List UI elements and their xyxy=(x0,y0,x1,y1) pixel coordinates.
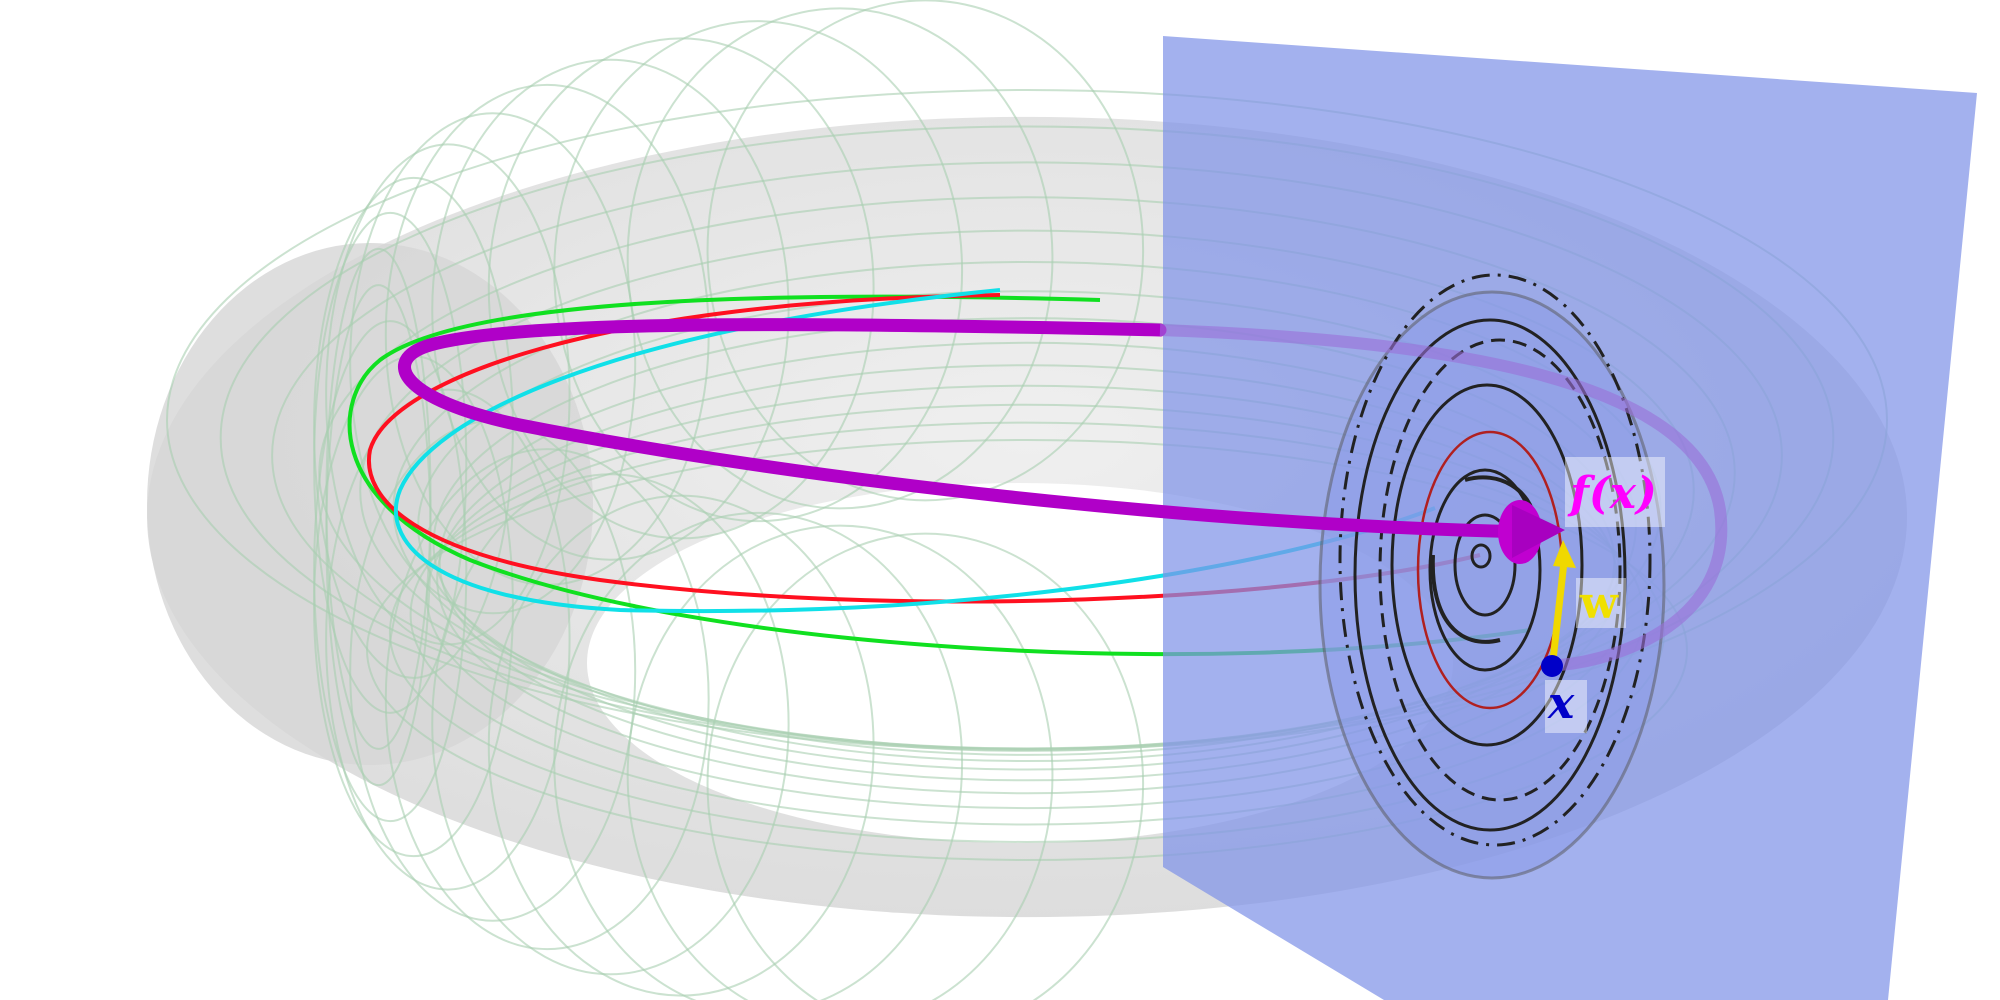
torus-meridian-line xyxy=(553,20,964,523)
torus-meridian-line xyxy=(384,448,710,951)
spiral-center xyxy=(1470,543,1492,569)
curve-green xyxy=(347,294,1531,657)
section-disc xyxy=(1318,290,1666,880)
vector-label-bg xyxy=(1576,578,1626,628)
torus-meridian-line xyxy=(431,473,790,976)
spiral-ring-2 xyxy=(1390,383,1584,747)
point-label-bg xyxy=(1545,680,1587,733)
poincare-section xyxy=(1318,273,1666,880)
orbit-arrowhead xyxy=(1512,505,1565,558)
point-x-marker xyxy=(1541,655,1563,677)
image-point-label-bg xyxy=(1565,457,1665,527)
torus-meridian-line xyxy=(626,524,1054,1000)
torus-meridian-line xyxy=(626,7,1054,510)
orbit-trajectory xyxy=(398,318,1537,539)
torus-meridian-line xyxy=(325,143,571,646)
dashed-orbit-outer xyxy=(1338,273,1652,847)
vector-w-shaft xyxy=(1549,561,1568,661)
torus-meridian-line xyxy=(706,0,1145,502)
torus-meridian-line xyxy=(431,58,790,561)
torus-meridian-line xyxy=(325,247,432,750)
vector-label: w xyxy=(1579,578,1619,629)
torus-meridian-line xyxy=(325,388,571,891)
spiral-ring-1 xyxy=(1353,318,1627,832)
spiral-ring-4 xyxy=(1453,513,1517,617)
orbit-trajectory-behind-plane xyxy=(1159,324,1728,671)
dashed-orbit-mid xyxy=(1378,338,1622,802)
torus-meridian-line xyxy=(487,37,875,540)
image-point-label: f(x) xyxy=(1567,468,1657,519)
point-label: x xyxy=(1547,678,1575,729)
spiral-ring-3 xyxy=(1428,468,1542,672)
torus-meridian-line xyxy=(706,532,1145,1000)
torus-meridian-line xyxy=(313,320,468,823)
vector-w-arrowhead xyxy=(1553,540,1576,568)
torus-meridian-line xyxy=(349,112,637,615)
